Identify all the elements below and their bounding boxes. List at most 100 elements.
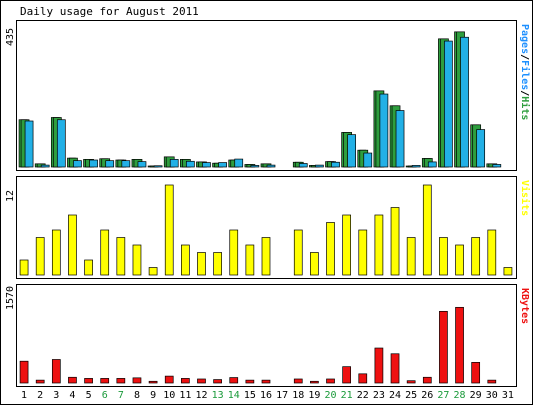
bar-hits-day-26 [427, 161, 437, 168]
bar-visits-day-26 [422, 184, 432, 276]
bar-visits-day-16 [261, 237, 271, 276]
bar-hits-day-15 [250, 165, 260, 168]
x-tick-label-24: 24 [389, 390, 401, 401]
legend-entry-1-5: Hits [519, 96, 531, 120]
bar-visits-day-21 [342, 214, 351, 276]
bar-hits-day-10 [169, 159, 179, 168]
bar-kbytes-day-8 [132, 377, 142, 384]
legend-entry-1-2: / [519, 54, 530, 60]
bar-hits-day-28 [460, 36, 469, 168]
bar-visits-day-3 [51, 229, 61, 276]
bar-hits-day-12 [202, 162, 211, 168]
bar-visits-day-24 [390, 207, 400, 276]
bar-visits-day-15 [245, 244, 255, 276]
bar-kbytes-day-23 [374, 347, 384, 384]
bar-visits-day-9 [148, 267, 158, 276]
bar-hits-day-16 [266, 164, 276, 168]
x-tick-label-15: 15 [244, 390, 256, 401]
x-tick-label-9: 9 [150, 390, 156, 401]
bar-kbytes-day-18 [293, 378, 303, 384]
x-tick-label-21: 21 [341, 390, 353, 401]
bar-visits-day-7 [116, 237, 126, 276]
x-tick-label-2: 2 [37, 390, 43, 401]
legend-entry-3-1: KBytes [519, 288, 530, 324]
bar-hits-day-2 [40, 164, 50, 168]
bar-kbytes-day-25 [406, 380, 416, 384]
legend-entry-2-1: Visits [519, 180, 531, 216]
panel-frame-3 [16, 284, 517, 387]
legend-entry-1-4: / [519, 90, 530, 96]
bar-hits-day-27 [444, 40, 453, 168]
bar-hits-day-25 [411, 165, 421, 168]
bar-visits-day-29 [471, 237, 481, 276]
legend-3: KBytes [519, 288, 530, 324]
x-tick-label-10: 10 [163, 390, 175, 401]
x-tick-label-22: 22 [357, 390, 369, 401]
bar-kbytes-day-30 [487, 379, 497, 384]
bar-visits-day-27 [439, 237, 448, 276]
bar-visits-day-23 [374, 214, 384, 276]
bar-kbytes-day-13 [213, 379, 222, 384]
bar-hits-day-22 [363, 152, 373, 168]
bar-hits-day-18 [298, 163, 308, 168]
x-tick-label-6: 6 [102, 390, 108, 401]
bar-visits-day-2 [35, 237, 45, 276]
x-tick-label-23: 23 [373, 390, 385, 401]
bar-visits-day-11 [181, 244, 190, 276]
bar-hits-day-13 [218, 162, 227, 168]
bar-hits-day-24 [395, 110, 405, 168]
bar-kbytes-day-6 [100, 378, 110, 384]
bar-hits-day-20 [331, 161, 340, 168]
x-tick-label-30: 30 [486, 390, 498, 401]
bar-kbytes-day-2 [35, 379, 45, 384]
x-tick-label-18: 18 [292, 390, 304, 401]
x-tick-label-4: 4 [69, 390, 75, 401]
x-tick-label-5: 5 [86, 390, 92, 401]
x-tick-label-17: 17 [276, 390, 288, 401]
bar-kbytes-day-20 [326, 378, 335, 384]
x-tick-label-28: 28 [454, 390, 466, 401]
bar-kbytes-day-11 [181, 378, 190, 384]
bar-visits-day-13 [213, 252, 222, 276]
x-tick-label-14: 14 [228, 390, 240, 401]
bar-visits-day-6 [100, 229, 110, 276]
x-tick-label-1: 1 [21, 390, 27, 401]
bar-hits-day-23 [379, 93, 389, 168]
bar-kbytes-day-28 [455, 306, 464, 384]
bar-visits-day-8 [132, 244, 142, 276]
legend-2: Visits [519, 180, 531, 216]
y-max-label-2: 12 [5, 190, 16, 202]
legend-entry-1-1: Pages [519, 24, 530, 54]
bar-visits-day-5 [84, 259, 93, 276]
y-max-label-3: 1570 [5, 286, 16, 310]
bar-kbytes-day-10 [164, 375, 174, 384]
bar-kbytes-day-21 [342, 366, 351, 384]
x-tick-label-27: 27 [437, 390, 449, 401]
bar-kbytes-day-7 [116, 378, 126, 384]
bar-kbytes-day-29 [471, 362, 481, 384]
bar-hits-day-7 [121, 160, 131, 168]
bar-visits-day-10 [164, 184, 174, 276]
bar-hits-day-9 [153, 165, 163, 168]
x-tick-label-8: 8 [134, 390, 140, 401]
bar-kbytes-day-15 [245, 379, 255, 384]
bar-kbytes-day-22 [358, 373, 368, 384]
bar-hits-day-5 [89, 159, 98, 168]
bar-kbytes-day-16 [261, 379, 271, 384]
bar-kbytes-day-4 [68, 376, 77, 384]
bar-hits-day-11 [186, 160, 195, 168]
x-tick-label-26: 26 [421, 390, 433, 401]
bar-hits-day-21 [347, 134, 356, 168]
x-tick-label-12: 12 [195, 390, 207, 401]
x-tick-label-31: 31 [502, 390, 514, 401]
bar-visits-day-18 [293, 229, 303, 276]
bar-visits-day-28 [455, 244, 464, 276]
bar-hits-day-19 [315, 164, 324, 168]
x-tick-label-13: 13 [212, 390, 224, 401]
legend-entry-1-3: Files [519, 60, 531, 90]
x-tick-label-7: 7 [118, 390, 124, 401]
x-tick-label-16: 16 [260, 390, 272, 401]
x-tick-label-20: 20 [324, 390, 336, 401]
